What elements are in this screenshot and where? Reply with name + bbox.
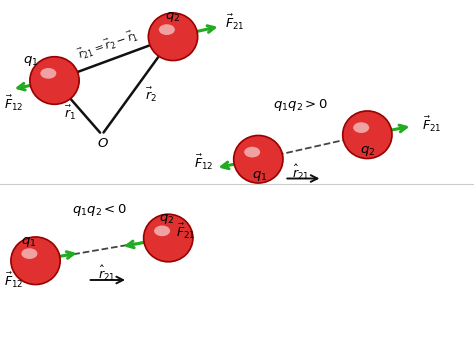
Text: $\vec{F}_{12}$: $\vec{F}_{12}$	[4, 270, 24, 290]
Text: $q_2$: $q_2$	[159, 212, 174, 226]
Text: $q_2$: $q_2$	[360, 144, 375, 158]
Ellipse shape	[159, 24, 175, 35]
Ellipse shape	[144, 214, 193, 262]
Ellipse shape	[353, 122, 369, 133]
Ellipse shape	[11, 237, 60, 285]
Ellipse shape	[234, 135, 283, 183]
Ellipse shape	[21, 248, 37, 259]
Ellipse shape	[40, 68, 56, 79]
Text: $q_1$: $q_1$	[252, 169, 267, 183]
Text: $O$: $O$	[97, 137, 109, 150]
Ellipse shape	[343, 111, 392, 159]
Ellipse shape	[154, 225, 170, 236]
Text: $q_1$: $q_1$	[21, 235, 36, 249]
Text: $q_1$: $q_1$	[23, 54, 38, 68]
Text: $\vec{F}_{21}$: $\vec{F}_{21}$	[421, 114, 441, 134]
Text: $\vec{r}_{21}=\vec{r}_2-\vec{r}_1$: $\vec{r}_{21}=\vec{r}_2-\vec{r}_1$	[75, 26, 141, 63]
Text: $\vec{r}_{1}$: $\vec{r}_{1}$	[64, 104, 76, 122]
Text: $\vec{F}_{21}$: $\vec{F}_{21}$	[225, 13, 245, 33]
Text: $q_1q_2<0$: $q_1q_2<0$	[72, 202, 127, 218]
Text: $q_1q_2>0$: $q_1q_2>0$	[273, 97, 328, 113]
Text: $\vec{r}_{2}$: $\vec{r}_{2}$	[145, 86, 157, 104]
Ellipse shape	[148, 13, 198, 61]
Ellipse shape	[244, 147, 260, 158]
Text: $\hat{r}_{21}$: $\hat{r}_{21}$	[292, 163, 310, 182]
Text: $\hat{r}_{21}$: $\hat{r}_{21}$	[98, 264, 116, 283]
Text: $q_2$: $q_2$	[165, 10, 181, 25]
Text: $\vec{F}_{12}$: $\vec{F}_{12}$	[3, 93, 23, 113]
Ellipse shape	[30, 57, 79, 104]
Text: $\vec{F}_{21}$: $\vec{F}_{21}$	[176, 222, 196, 242]
Text: $\vec{F}_{12}$: $\vec{F}_{12}$	[194, 153, 214, 173]
